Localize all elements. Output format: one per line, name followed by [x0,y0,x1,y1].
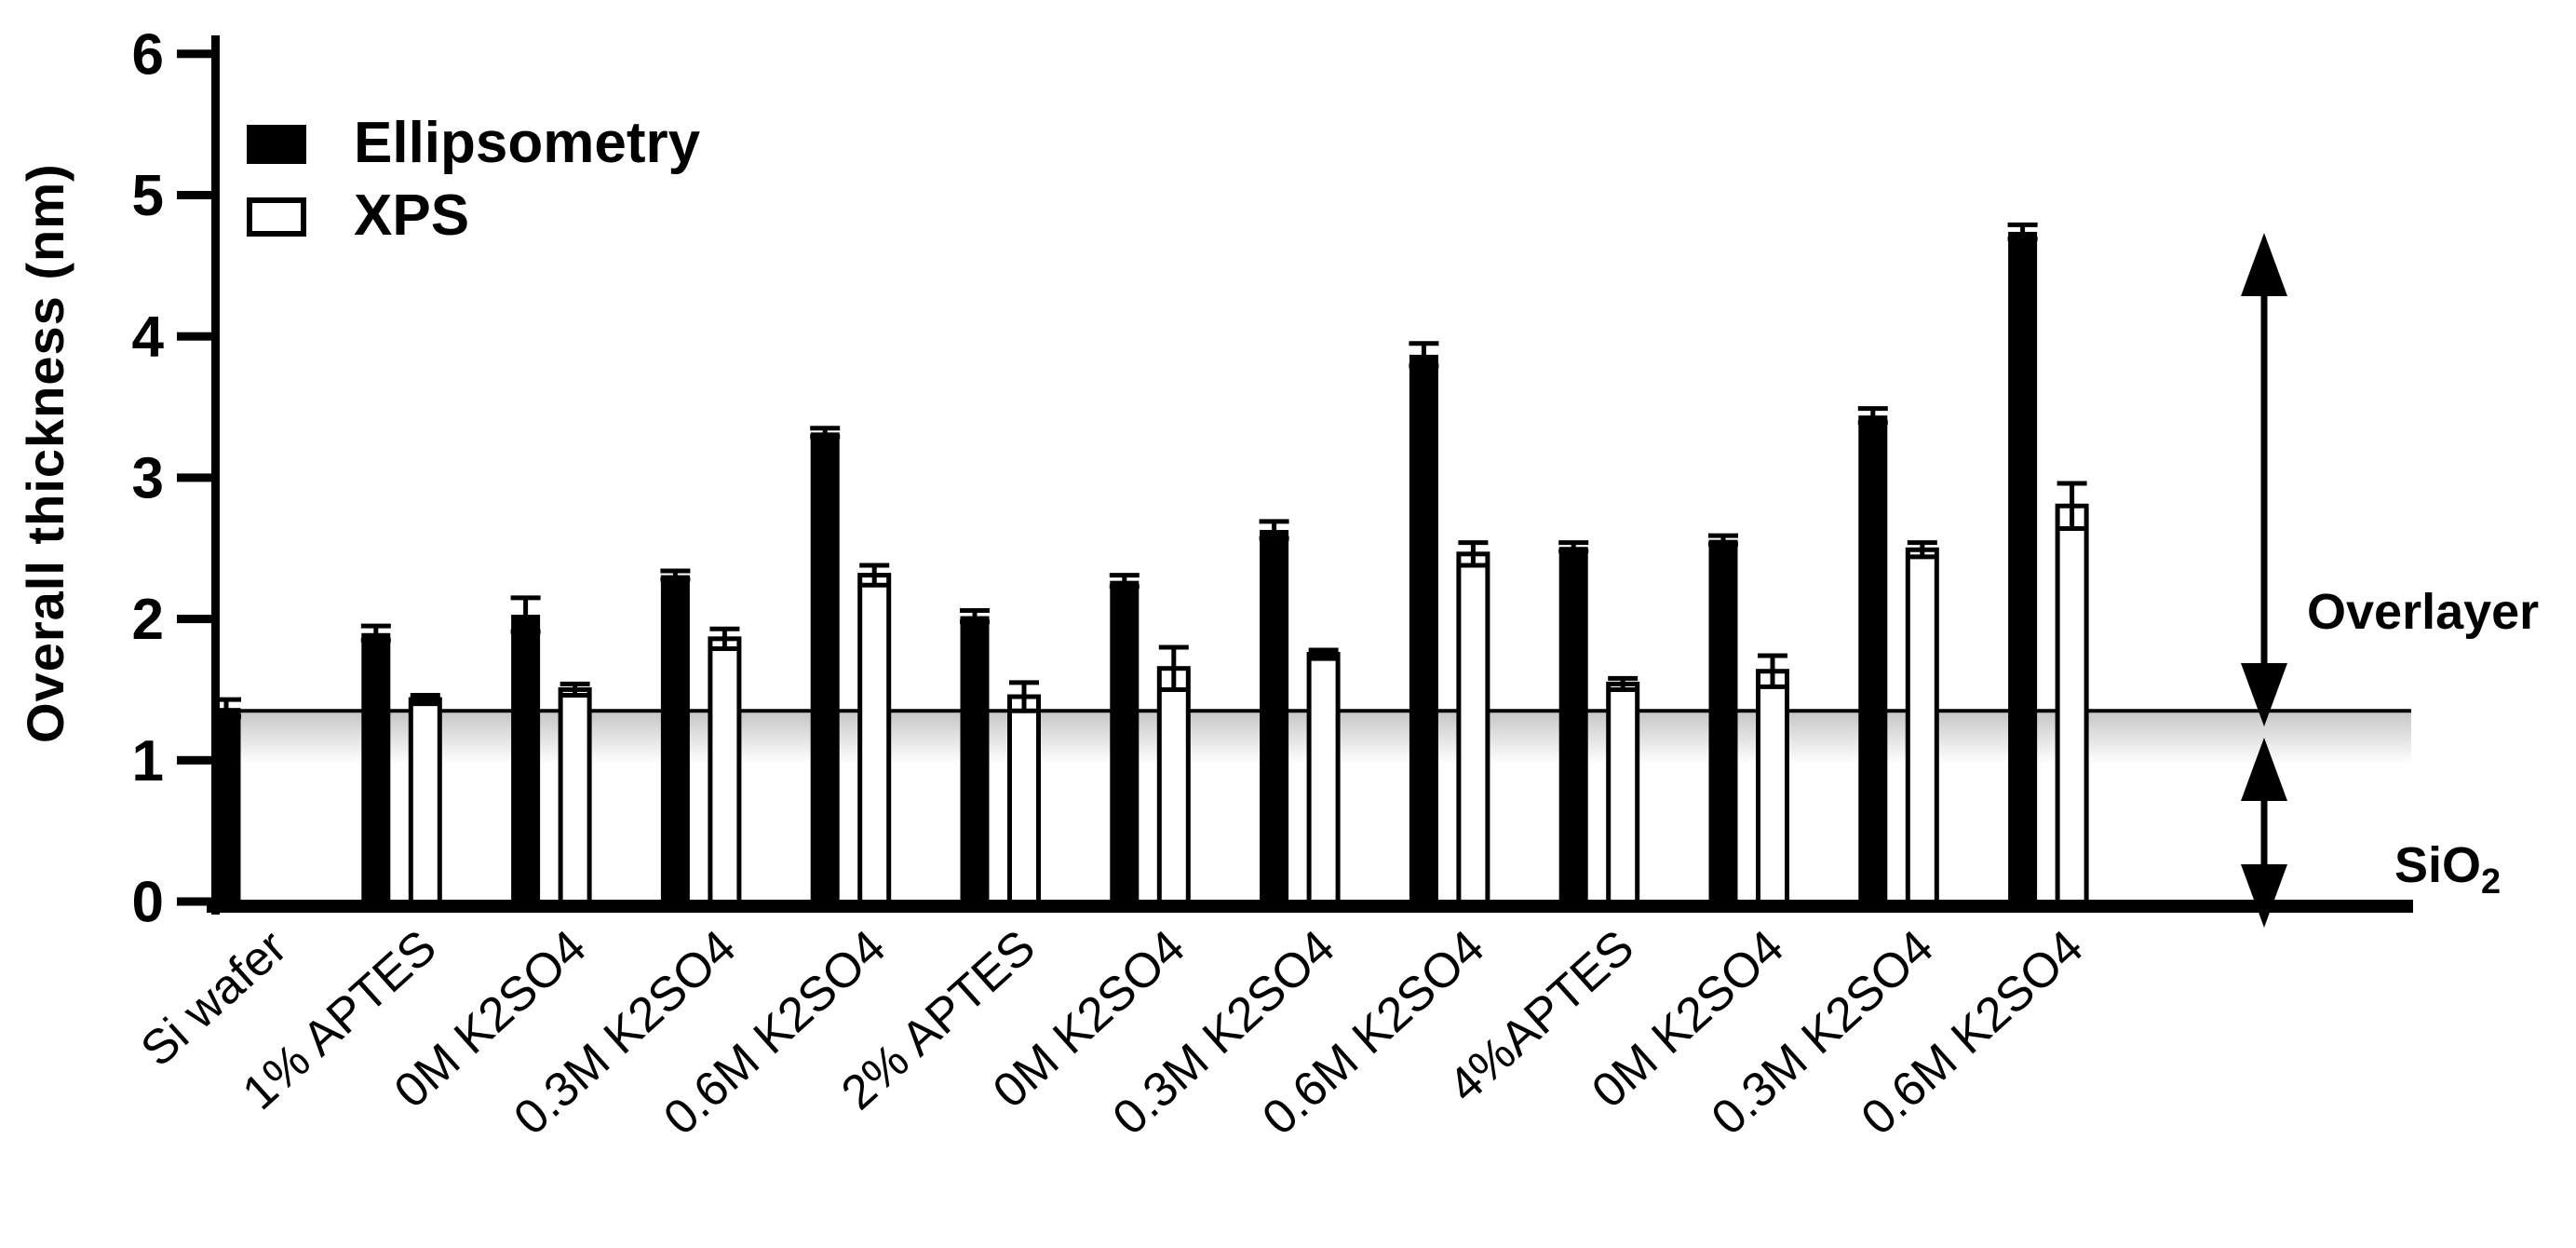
y-tick-label-1: 1 [132,729,164,794]
y-tick-label-4: 4 [132,305,165,370]
bar-xps-7 [1306,652,1341,908]
bar-ellipsometry-3 [660,575,690,909]
overlayer-extent-arrow-head-down [2241,663,2287,726]
sio2-extent-arrow-head-up [2241,738,2287,801]
y-tick-2 [177,615,216,624]
bar-ellipsometry-11 [1858,415,1888,910]
sio2-annotation-subscript: 2 [2481,862,2502,902]
bar-xps-12 [2055,503,2089,908]
bar-xps-10 [1756,669,1789,908]
bar-xps-5 [1007,694,1041,908]
overlayer-extent-arrow-head-up [2241,233,2287,296]
bar-xps-1 [408,697,442,908]
y-tick-1 [177,755,216,765]
y-tick-4 [177,332,216,341]
bar-ellipsometry-6 [1110,580,1140,909]
sio2-extent-arrow-head-down [2241,864,2287,928]
y-tick-label-2: 2 [132,588,164,652]
bar-xps-6 [1156,666,1191,908]
legend-label-xps: XPS [354,183,470,248]
y-tick-3 [177,473,216,482]
bar-ellipsometry-8 [1409,354,1438,909]
bar-ellipsometry-12 [2008,231,2038,909]
bar-ellipsometry-5 [960,616,990,909]
y-tick-label-6: 6 [132,22,164,87]
overlayer-annotation: Overlayer [2307,584,2540,640]
bar-ellipsometry-1 [361,632,391,909]
y-tick-0 [177,897,216,906]
bar-ellipsometry-9 [1558,547,1588,909]
y-tick-label-0: 0 [132,871,164,935]
bar-ellipsometry-2 [511,615,541,909]
bar-xps-2 [558,686,592,908]
bar-xps-9 [1606,681,1640,908]
legend-swatch-xps [247,197,306,237]
legend-label-ellipsometry: Ellipsometry [354,111,701,175]
y-tick-label-5: 5 [132,164,164,228]
legend-swatch-ellipsometry [247,125,306,164]
bar-xps-3 [708,636,742,908]
bar-xps-8 [1456,551,1490,908]
y-tick-label-3: 3 [132,446,164,510]
bar-ellipsometry-10 [1708,539,1738,909]
bar-ellipsometry-4 [810,432,840,909]
bar-xps-4 [857,573,892,908]
y-axis-title: Overall thickness (nm) [16,163,74,743]
y-tick-5 [177,191,216,199]
y-tick-6 [177,49,216,59]
sio2-annotation-base: SiO [2394,837,2482,893]
bar-xps-11 [1905,547,1939,908]
x-axis-line [207,900,2413,913]
bar-ellipsometry-7 [1260,530,1289,909]
sio2-annotation: SiO2 [2394,836,2501,902]
